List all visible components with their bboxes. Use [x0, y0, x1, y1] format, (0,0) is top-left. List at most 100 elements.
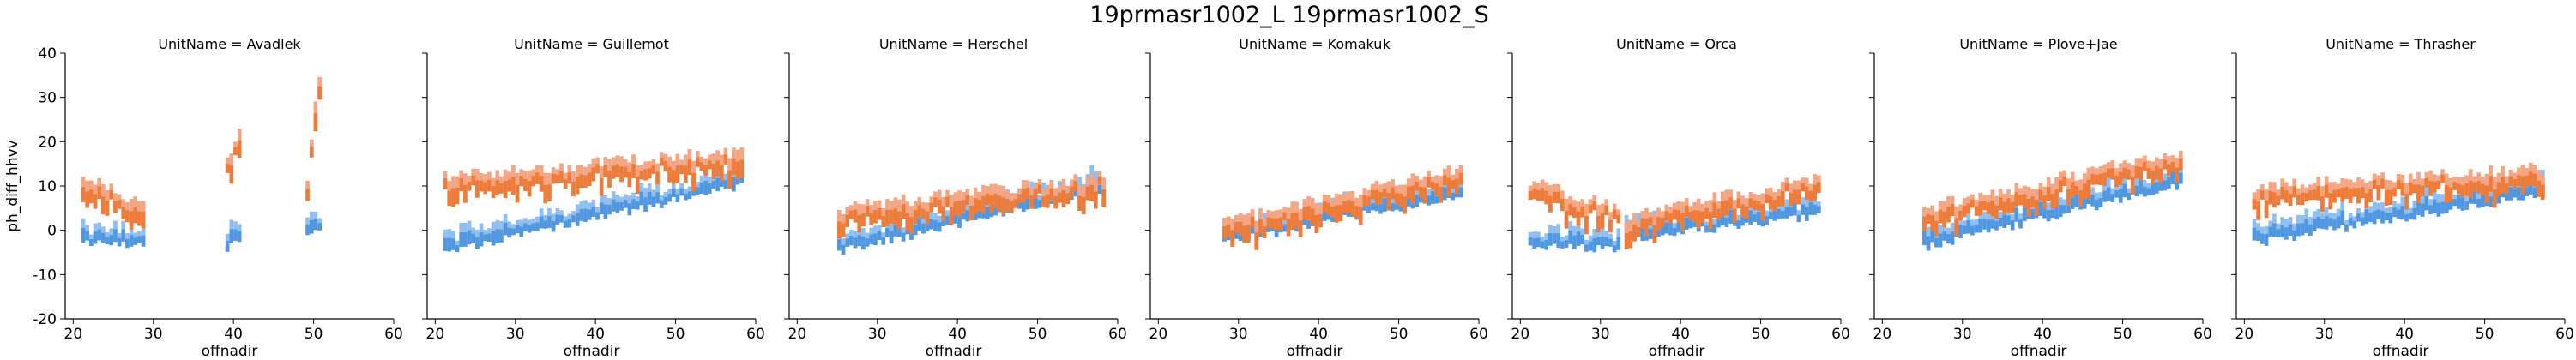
heatmap-cell-series-1	[607, 204, 612, 215]
heatmap-cell-series-1	[1382, 198, 1387, 212]
heatmap-cell-series-2	[865, 206, 870, 217]
heatmap-cell-series-1	[2142, 186, 2147, 197]
heatmap-cell-series-1	[313, 219, 318, 231]
heatmap-cell-series-2	[2006, 198, 2011, 213]
heatmap-cell-series-1	[543, 220, 548, 229]
heatmap-cell-series-1	[523, 223, 528, 231]
heatmap-cell-series-1	[1306, 216, 1311, 229]
heatmap-cell-series-1	[2102, 190, 2107, 202]
heatmap-cell-series-2	[1604, 205, 1609, 216]
heatmap-cell-series-1	[2472, 191, 2477, 205]
heatmap-cell-series-2	[655, 171, 660, 185]
x-tick-label: 20	[1149, 326, 1168, 343]
heatmap-cell-series-1	[499, 229, 504, 243]
heatmap-cell-series-1	[893, 225, 898, 237]
heatmap-cell-series-1	[225, 241, 230, 252]
heatmap-cell-series-2	[2158, 168, 2163, 183]
heatmap-cell-series-2	[2038, 189, 2043, 201]
heatmap-cell-series-2	[1724, 200, 1729, 216]
heatmap-cell-series-1	[2496, 191, 2501, 204]
heatmap-cell-series-2	[2504, 183, 2509, 195]
heatmap-cell-series-1	[719, 176, 724, 187]
heatmap-cell-series-1	[857, 235, 862, 247]
heatmap-cell-series-2	[2364, 193, 2369, 208]
heatmap-cell-series-1	[1648, 228, 1653, 239]
heatmap-cell-series-1	[89, 238, 94, 247]
heatmap-cell-series-1	[723, 180, 728, 189]
heatmap-cell-series-2	[1222, 225, 1227, 239]
heatmap-cell-series-1	[2352, 220, 2357, 229]
heatmap-cell-series-2	[1728, 197, 1733, 210]
heatmap-cell-series-1	[2436, 202, 2441, 217]
heatmap-cell-series-1	[2428, 205, 2433, 214]
heatmap-cell-series-1	[591, 206, 596, 217]
heatmap-cell-series-2	[2352, 188, 2357, 197]
heatmap-cell-series-2	[2404, 193, 2409, 210]
heatmap-cell-series-1	[913, 225, 918, 236]
heatmap-cell-series-2	[643, 169, 648, 181]
heatmap-cell-series-2	[487, 179, 492, 192]
heatmap-cell-series-2	[2376, 185, 2381, 201]
heatmap-cell-series-1	[317, 223, 322, 231]
heatmap-cell-series-2	[1974, 206, 1979, 216]
heatmap-cell-series-1	[2038, 201, 2043, 216]
heatmap-cell-series-1	[917, 218, 922, 231]
heatmap-cell-series-2	[1808, 190, 1813, 201]
heatmap-cell-series-1	[1612, 245, 1617, 253]
heatmap-cell-series-1	[2348, 218, 2353, 226]
heatmap-cell-series-1	[551, 220, 556, 232]
heatmap-cell-series-1	[2054, 206, 2059, 220]
heatmap-cell-series-2	[313, 113, 318, 132]
heatmap-cell-series-1	[1616, 237, 1621, 250]
heatmap-cell-series-2	[113, 201, 118, 213]
heatmap-cell-series-2	[2480, 183, 2485, 195]
heatmap-cell-series-1	[897, 222, 902, 237]
heatmap-cell-series-2	[1382, 189, 1387, 198]
heatmap-cell-series-2	[1938, 209, 1943, 224]
heatmap-cell-series-2	[2002, 201, 2007, 215]
heatmap-cell-series-2	[1676, 210, 1681, 224]
heatmap-cell-series-2	[925, 211, 930, 225]
heatmap-cell-series-2	[1093, 191, 1098, 209]
heatmap-cell-series-1	[2489, 196, 2493, 207]
heatmap-cell-series-1	[973, 210, 978, 220]
heatmap-cell-series-1	[595, 212, 600, 220]
heatmap-cell-series-1	[467, 230, 472, 245]
heatmap-cell-series-1	[961, 213, 966, 220]
heatmap-cell-series-1	[2166, 177, 2171, 189]
x-tick-label: 50	[1752, 326, 1771, 343]
heatmap-cell-series-1	[1922, 231, 1927, 246]
heatmap-segment	[1528, 179, 1621, 253]
heatmap-cell-series-1	[643, 197, 648, 212]
x-tick-label: 20	[788, 326, 807, 343]
heatmap-cell-series-1	[571, 215, 576, 223]
heatmap-cell-series-2	[567, 172, 572, 184]
heatmap-cell-series-2	[2324, 184, 2329, 198]
heatmap-cell-series-1	[1789, 207, 1793, 217]
heatmap-cell-series-1	[1362, 203, 1367, 211]
heatmap-cell-series-2	[1242, 225, 1247, 243]
heatmap-cell-series-2	[1354, 206, 1359, 219]
heatmap-cell-series-1	[1560, 241, 1565, 249]
heatmap-cell-series-2	[1632, 224, 1637, 242]
heatmap-cell-series-2	[635, 176, 640, 195]
heatmap-cell-series-1	[2062, 205, 2067, 214]
heatmap-cell-series-1	[2408, 212, 2413, 219]
heatmap-cell-series-2	[1784, 183, 1789, 192]
heatmap-cell-series-2	[1254, 232, 1259, 250]
heatmap-cell-series-1	[1986, 219, 1991, 233]
heatmap-cell-series-1	[2448, 195, 2453, 210]
heatmap-cell-series-2	[2268, 190, 2273, 205]
heatmap-cell-series-2	[1978, 201, 1983, 216]
heatmap-cell-series-1	[599, 202, 604, 215]
heatmap-cell-series-2	[1226, 224, 1231, 237]
x-axis-label: offnadir	[2011, 343, 2067, 360]
heatmap-cell-series-2	[997, 195, 1002, 212]
heatmap-cell-series-1	[1427, 195, 1431, 206]
heatmap-cell-series-1	[731, 177, 736, 192]
heatmap-cell-series-2	[1370, 189, 1375, 200]
heatmap-cell-series-2	[603, 165, 608, 177]
heatmap-cell-series-1	[615, 201, 620, 213]
heatmap-cell-series-2	[1560, 198, 1565, 212]
heatmap-cell-series-2	[1021, 189, 1026, 203]
